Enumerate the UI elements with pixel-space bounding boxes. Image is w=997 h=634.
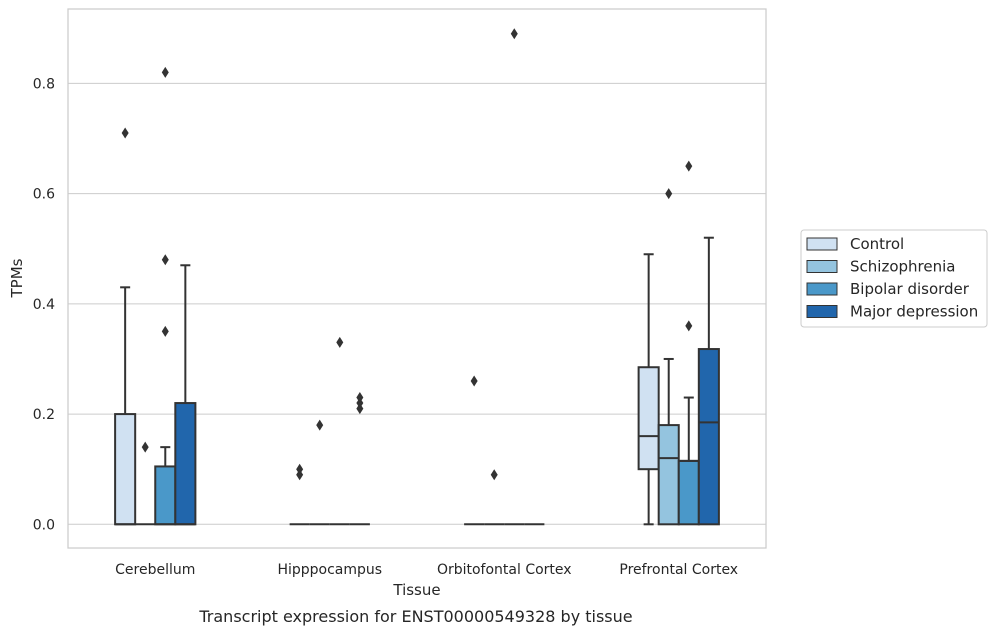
box: [174, 402, 197, 526]
legend-frame: [800, 229, 988, 328]
box: [677, 459, 700, 526]
chart-caption: Transcript expression for ENST0000054932…: [198, 607, 632, 626]
legend-label: Schizophrenia: [850, 258, 955, 276]
outlier-point: [356, 392, 364, 404]
outlier-point: [121, 127, 129, 139]
outlier-point: [356, 397, 364, 409]
y-tick-label: 0.2: [33, 407, 55, 423]
box-group: [349, 392, 370, 526]
plot-frame: [67, 8, 767, 549]
legend-swatch: [806, 237, 838, 251]
box-group: [637, 253, 660, 526]
legend-swatch: [806, 305, 838, 318]
outlier-point: [161, 325, 169, 337]
legend-label: Control: [850, 235, 904, 253]
box-group: [174, 264, 197, 526]
legend-label: Bipolar disorder: [850, 280, 970, 298]
outlier-point: [316, 419, 324, 431]
outlier-point: [296, 469, 304, 481]
legend-swatch: [806, 282, 838, 296]
outlier-point: [685, 320, 693, 332]
legend-swatch: [806, 260, 838, 273]
y-axis-title: TPMs: [8, 258, 26, 298]
outlier-point: [665, 188, 673, 200]
box: [657, 424, 680, 526]
box-group: [289, 463, 310, 526]
box-group: [114, 127, 137, 526]
y-axis-ticks: 0.0 0.2 0.4 0.6 0.8: [33, 76, 55, 533]
box-group: [697, 236, 720, 526]
box-group: [484, 469, 505, 526]
outlier-point: [296, 463, 304, 475]
box: [154, 465, 177, 526]
outlier-point: [161, 254, 169, 266]
outlier-point: [685, 160, 693, 172]
x-tick-label: Orbitofontal Cortex: [437, 562, 572, 578]
box-plot-series: [114, 28, 720, 526]
y-tick-label: 0.6: [33, 187, 55, 203]
outlier-point: [161, 66, 169, 78]
y-tick-label: 0.0: [33, 517, 55, 533]
outlier-point: [490, 469, 498, 481]
outlier-point: [141, 441, 149, 453]
legend: Control Schizophrenia Bipolar disorder Majo…: [800, 229, 988, 328]
x-tick-label: Hipppocampus: [277, 562, 382, 578]
y-tick-label: 0.8: [33, 76, 55, 92]
box-group: [464, 375, 485, 526]
legend-label: Major depression: [850, 303, 978, 321]
x-axis-ticks: Cerebellum Hipppocampus Orbitofontal Corte…: [115, 562, 738, 578]
box: [697, 348, 720, 526]
outlier-point: [510, 28, 518, 40]
box: [637, 366, 660, 471]
x-tick-label: Cerebellum: [115, 562, 195, 578]
box-group: [504, 28, 525, 526]
box-group: [329, 336, 350, 526]
outlier-point: [356, 403, 364, 415]
outlier-point: [470, 375, 478, 387]
outlier-point: [336, 336, 344, 348]
x-axis-title: Tissue: [392, 581, 440, 599]
x-tick-label: Prefrontal Cortex: [619, 562, 738, 578]
box: [114, 413, 137, 526]
box-group: [309, 419, 330, 526]
y-tick-label: 0.4: [33, 297, 55, 313]
box-group: [135, 441, 156, 526]
